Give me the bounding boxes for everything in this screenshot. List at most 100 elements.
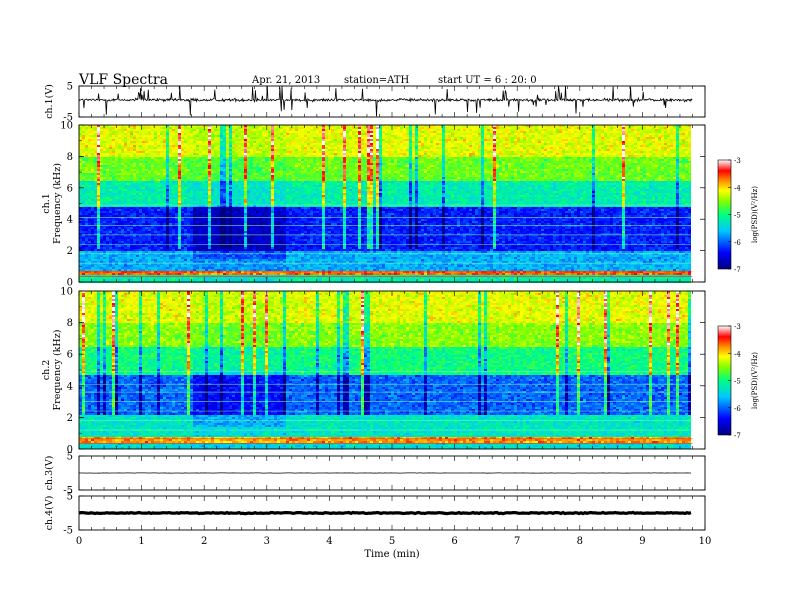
heatmap-cell — [103, 145, 106, 147]
heatmap-cell — [142, 133, 145, 135]
heatmap-cell — [100, 185, 103, 187]
heatmap-cell — [106, 211, 109, 213]
heatmap-cell — [121, 255, 124, 257]
heatmap-cell — [124, 273, 127, 275]
heatmap-cell — [106, 131, 109, 133]
heatmap-cell — [109, 169, 112, 171]
heatmap-cell — [103, 183, 106, 185]
heatmap-cell — [121, 193, 124, 195]
heatmap-cell — [94, 155, 97, 157]
heatmap-cell — [115, 133, 118, 135]
heatmap-cell — [85, 155, 88, 157]
heatmap-cell — [88, 183, 91, 185]
heatmap-cell — [106, 151, 109, 153]
heatmap-cell — [82, 185, 85, 187]
heatmap-cell — [124, 181, 127, 183]
heatmap-cell — [103, 143, 106, 145]
heatmap-cell — [127, 153, 130, 155]
heatmap-cell — [124, 177, 127, 179]
heatmap-cell — [136, 199, 139, 201]
heatmap-cell — [91, 183, 94, 185]
heatmap-cell — [112, 203, 115, 205]
heatmap-cell — [142, 267, 145, 269]
heatmap-cell — [109, 209, 112, 211]
heatmap-cell — [106, 169, 109, 171]
heatmap-cell — [94, 179, 97, 181]
heatmap-cell — [106, 269, 109, 271]
heatmap-cell — [130, 139, 133, 141]
heatmap-cell — [97, 189, 100, 191]
heatmap-cell — [88, 143, 91, 145]
heatmap-cell — [118, 211, 121, 213]
heatmap-cell — [94, 169, 97, 171]
heatmap-cell — [121, 139, 124, 141]
heatmap-cell — [139, 201, 142, 203]
heatmap-cell — [82, 171, 85, 173]
heatmap-cell — [115, 185, 118, 187]
heatmap-cell — [130, 163, 133, 165]
heatmap-cell — [121, 189, 124, 191]
heatmap-cell — [136, 201, 139, 203]
heatmap-cell — [103, 177, 106, 179]
heatmap-cell — [103, 133, 106, 135]
heatmap-cell — [94, 237, 97, 239]
heatmap-cell — [91, 229, 94, 231]
heatmap-cell — [142, 181, 145, 183]
heatmap-cell — [121, 199, 124, 201]
heatmap-cell — [133, 279, 136, 281]
heatmap-cell — [121, 209, 124, 211]
heatmap-cell — [88, 163, 91, 165]
heatmap-cell — [118, 163, 121, 165]
heatmap-cell — [142, 155, 145, 157]
heatmap-cell — [139, 139, 142, 141]
heatmap-cell — [97, 255, 100, 257]
heatmap-cell — [112, 175, 115, 177]
heatmap-cell — [103, 215, 106, 217]
heatmap-cell — [106, 153, 109, 155]
heatmap-cell — [124, 163, 127, 165]
heatmap-cell — [112, 173, 115, 175]
heatmap-cell — [124, 255, 127, 257]
heatmap-cell — [82, 135, 85, 137]
heatmap-cell — [85, 241, 88, 243]
heatmap-cell — [136, 265, 139, 267]
heatmap-cell — [103, 279, 106, 281]
heatmap-cell — [91, 219, 94, 221]
heatmap-cell — [82, 269, 85, 271]
heatmap-cell — [115, 213, 118, 215]
heatmap-cell — [97, 203, 100, 205]
heatmap-cell — [133, 179, 136, 181]
heatmap-cell — [136, 227, 139, 229]
heatmap-cell — [94, 129, 97, 131]
heatmap-cell — [94, 147, 97, 149]
heatmap-cell — [100, 229, 103, 231]
heatmap-cell — [121, 135, 124, 137]
heatmap-cell — [139, 149, 142, 151]
heatmap-cell — [82, 139, 85, 141]
heatmap-cell — [127, 215, 130, 217]
heatmap-cell — [124, 197, 127, 199]
heatmap-cell — [91, 147, 94, 149]
heatmap-cell — [91, 185, 94, 187]
heatmap-cell — [145, 143, 148, 145]
heatmap-cell — [103, 179, 106, 181]
heatmap-cell — [106, 241, 109, 243]
heatmap-cell — [142, 165, 145, 167]
heatmap-cell — [136, 143, 139, 145]
heatmap-cell — [133, 201, 136, 203]
heatmap-cell — [115, 267, 118, 269]
heatmap-cell — [109, 257, 112, 259]
heatmap-cell — [133, 157, 136, 159]
heatmap-cell — [130, 187, 133, 189]
heatmap-cell — [88, 157, 91, 159]
heatmap-cell — [109, 173, 112, 175]
heatmap-cell — [91, 193, 94, 195]
heatmap-cell — [121, 215, 124, 217]
heatmap-cell — [115, 257, 118, 259]
heatmap-cell — [124, 173, 127, 175]
heatmap-cell — [103, 155, 106, 157]
heatmap-cell — [130, 189, 133, 191]
heatmap-cell — [100, 167, 103, 169]
heatmap-cell — [106, 187, 109, 189]
heatmap-cell — [142, 187, 145, 189]
